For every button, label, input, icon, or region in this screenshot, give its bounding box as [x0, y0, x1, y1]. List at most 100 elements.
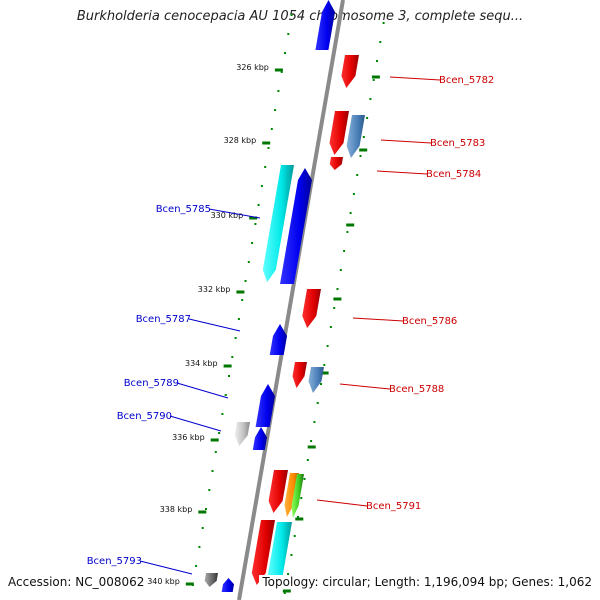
guide-dot [287, 33, 290, 35]
guide-dot [329, 326, 332, 328]
leader-line [376, 170, 428, 175]
guide-dot [333, 307, 336, 309]
gene-arrow[interactable] [221, 578, 234, 592]
gene-feature[interactable] [221, 578, 234, 592]
gene-feature[interactable] [234, 422, 250, 446]
leader-line [352, 317, 404, 322]
guide-dot [287, 573, 290, 575]
guide-dot [379, 41, 382, 43]
gene-label[interactable]: Bcen_5784 [426, 169, 481, 180]
gene-label[interactable]: Bcen_5788 [389, 384, 444, 395]
genome-backbone [237, 0, 345, 600]
guide-dot [218, 432, 221, 434]
guide-dot [231, 356, 234, 358]
gene-arrow[interactable] [255, 384, 275, 427]
gene-arrow[interactable] [341, 55, 359, 88]
guide-dot [195, 565, 198, 567]
guide-dot [369, 98, 372, 100]
gene-arrow[interactable] [302, 289, 321, 328]
gene-feature[interactable] [291, 474, 305, 518]
leader-line [316, 499, 368, 507]
guide-dot [349, 212, 352, 214]
tick-label: 332 kbp [198, 285, 231, 294]
guide-dot [339, 269, 342, 271]
gene-label[interactable]: Bcen_5783 [430, 138, 485, 149]
gene-arrow[interactable] [315, 0, 335, 50]
guide-dot [376, 60, 378, 62]
gene-arrow[interactable] [262, 165, 294, 282]
gene-feature[interactable] [262, 165, 294, 282]
gene-arrow[interactable] [204, 573, 218, 587]
gene-label[interactable]: Bcen_5786 [402, 316, 457, 327]
guide-dot [264, 166, 267, 168]
gene-feature[interactable] [268, 470, 288, 513]
guide-dot [343, 250, 346, 252]
tick-label: 336 kbp [172, 433, 205, 442]
gene-feature[interactable] [329, 157, 343, 170]
guide-dot [208, 489, 211, 491]
gene-feature[interactable] [292, 362, 308, 388]
gene-feature[interactable] [315, 0, 335, 50]
gene-feature[interactable] [329, 111, 350, 155]
gene-feature[interactable] [302, 289, 321, 328]
gene-arrow[interactable] [280, 168, 312, 284]
gene-arrow[interactable] [291, 474, 305, 518]
gene-label[interactable]: Bcen_5791 [366, 501, 421, 512]
gene-label[interactable]: Bcen_5790 [117, 411, 172, 422]
guide-dot [274, 109, 277, 111]
gene-arrow[interactable] [329, 111, 350, 155]
gene-feature[interactable] [269, 324, 287, 355]
gene-label[interactable]: Bcen_5785 [156, 204, 211, 215]
gene-feature[interactable] [204, 573, 218, 587]
guide-dot [313, 421, 316, 423]
gene-arrow[interactable] [269, 324, 287, 355]
gene-feature[interactable] [251, 520, 275, 585]
label-layer: Bcen_5782 Bcen_5783 Bcen_5784 Bcen_5785 Bcen… [87, 75, 494, 575]
guide-dot [244, 280, 247, 282]
gene-arrow[interactable] [267, 522, 292, 587]
leader-line [339, 383, 391, 390]
guide-dot [306, 459, 309, 461]
leader-line [169, 415, 222, 432]
guide-dot [346, 231, 349, 233]
guide-dot [224, 394, 227, 396]
gene-label[interactable]: Bcen_5793 [87, 556, 142, 567]
gene-label[interactable]: Bcen_5782 [439, 75, 494, 86]
tick-label: 338 kbp [160, 505, 193, 514]
gene-arrow[interactable] [292, 362, 308, 388]
gene-feature[interactable] [267, 522, 292, 587]
tick-label: 330 kbp [211, 211, 244, 220]
guide-dot [254, 223, 257, 225]
guide-dot [270, 128, 273, 130]
gene-feature[interactable] [280, 168, 312, 284]
gene-arrow[interactable] [234, 422, 250, 446]
gene-feature[interactable] [255, 384, 275, 427]
gene-label[interactable]: Bcen_5787 [136, 314, 191, 325]
gene-feature[interactable] [252, 427, 267, 450]
gene-arrow[interactable] [268, 470, 288, 513]
guide-dot [372, 79, 375, 81]
guide-dot [284, 52, 286, 54]
guide-dot [303, 478, 306, 480]
gene-feature[interactable] [308, 367, 325, 393]
gene-feature[interactable] [341, 55, 359, 88]
gene-arrow[interactable] [251, 520, 275, 585]
guide-dot [316, 402, 319, 404]
map-title: Burkholderia cenocepacia AU 1054 chromos… [76, 9, 524, 24]
tick-label: 326 kbp [236, 63, 269, 72]
gene-label[interactable]: Bcen_5789 [124, 378, 179, 389]
guide-dot [293, 535, 296, 537]
gene-arrow[interactable] [346, 115, 365, 158]
gene-arrow[interactable] [252, 427, 267, 450]
gene-arrow[interactable] [329, 157, 343, 170]
guide-dot [234, 337, 237, 339]
gene-layer [204, 0, 365, 592]
gene-feature[interactable] [346, 115, 365, 158]
leader-line [176, 382, 229, 399]
guide-dot [247, 261, 250, 263]
gene-arrow[interactable] [308, 367, 325, 393]
guide-dot [300, 497, 303, 499]
guide-dot [326, 345, 329, 347]
leader-line [389, 76, 441, 81]
